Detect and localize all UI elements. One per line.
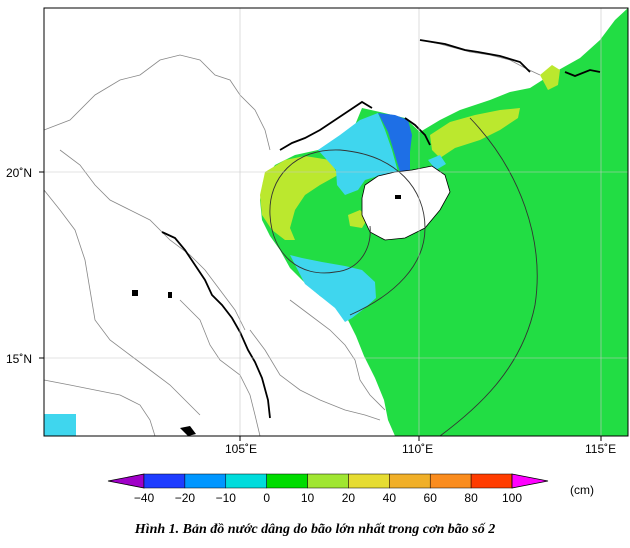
storm-contours	[269, 117, 538, 436]
colorbar-tick-label: 10	[301, 491, 315, 505]
sea-green-area	[260, 8, 628, 436]
sea-cyan-gulf	[318, 113, 398, 195]
colorbar-segment	[184, 473, 227, 489]
colorbar-tick-label: 100	[502, 491, 522, 505]
axis-ticks	[39, 171, 602, 441]
hainan-island	[361, 165, 451, 241]
colorbar-min-arrow	[107, 473, 145, 489]
lon-tick-105: 105˚E	[225, 442, 257, 456]
country-borders	[44, 39, 541, 436]
coastlines	[161, 39, 601, 419]
colorbar-segment	[470, 473, 513, 489]
sea-yellowgreen-northeast	[430, 108, 520, 158]
colorbar-tick-label: 60	[424, 491, 438, 505]
colorbar-segment	[266, 473, 308, 489]
grid-lines	[44, 8, 628, 436]
colorbar-segment	[225, 473, 267, 489]
sea-yellowgreen-strip	[540, 65, 560, 90]
sea-cyan-patch-southwest	[44, 414, 76, 436]
colorbar-tick-label: 0	[263, 491, 270, 505]
colorbar-tick-label: 80	[464, 491, 478, 505]
colorbar-segment	[143, 473, 186, 489]
sea-blue-leizhou	[378, 113, 412, 172]
colorbar-tick-label: −20	[175, 491, 196, 505]
lat-tick-20: 20˚N	[6, 166, 32, 180]
colorbar: −40 −20 −10 0 10 20 40 60 80 100	[107, 473, 549, 505]
colorbar-tick-label: 40	[383, 491, 397, 505]
colorbar-tick-label: 20	[342, 491, 356, 505]
map-content	[44, 8, 628, 436]
sea-cyan-strait	[428, 155, 446, 170]
colorbar-tick-label: −10	[216, 491, 237, 505]
lon-tick-115: 115˚E	[585, 442, 616, 456]
colorbar-max-arrow	[511, 473, 549, 489]
colorbar-segment	[429, 473, 472, 489]
lat-tick-15: 15˚N	[6, 352, 32, 366]
islands	[132, 195, 401, 436]
colorbar-segment	[389, 473, 431, 489]
colorbar-tick-label: −40	[134, 491, 155, 505]
map-frame	[43, 7, 629, 437]
colorbar-unit: (cm)	[570, 483, 594, 497]
lon-tick-110: 110˚E	[402, 442, 433, 456]
colorbar-segment	[348, 473, 390, 489]
colorbar-segment	[307, 473, 349, 489]
figure-caption: Hình 1. Bản đồ nước dâng do bão lớn nhất…	[134, 522, 496, 537]
